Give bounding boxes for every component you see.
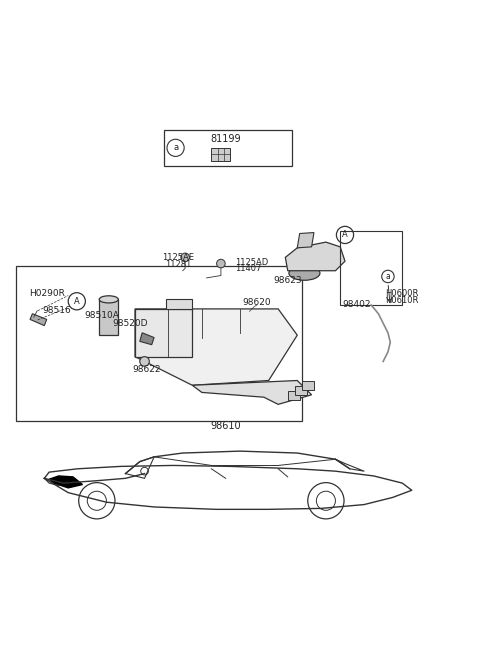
Circle shape [316, 491, 336, 510]
Ellipse shape [99, 296, 118, 303]
Text: a: a [173, 144, 178, 152]
Text: 98622: 98622 [132, 365, 161, 375]
Circle shape [141, 467, 148, 475]
Circle shape [382, 270, 394, 283]
Text: a: a [385, 272, 390, 281]
Bar [99, 299, 118, 335]
Polygon shape [49, 476, 83, 488]
Text: H0600R: H0600R [385, 289, 419, 298]
Ellipse shape [289, 266, 320, 280]
Polygon shape [297, 233, 314, 248]
Bar [288, 391, 300, 400]
Text: 81199: 81199 [210, 134, 241, 144]
Polygon shape [135, 309, 192, 357]
Text: A: A [74, 297, 80, 306]
Polygon shape [192, 380, 312, 404]
Circle shape [68, 293, 85, 310]
Polygon shape [285, 242, 345, 271]
Circle shape [87, 491, 107, 510]
Text: 98623: 98623 [274, 276, 302, 285]
Bar [166, 299, 192, 309]
Text: 98620: 98620 [242, 298, 271, 307]
Text: 1125AD: 1125AD [235, 258, 268, 266]
Bar [302, 381, 314, 390]
Circle shape [216, 259, 225, 268]
Bar [164, 130, 292, 166]
Circle shape [79, 483, 115, 519]
Circle shape [336, 226, 354, 243]
Circle shape [167, 139, 184, 156]
Bar [211, 148, 230, 161]
Text: 98520D: 98520D [112, 319, 148, 328]
Text: H0290R: H0290R [29, 289, 65, 298]
Text: 98516: 98516 [42, 306, 71, 315]
Text: 98402: 98402 [343, 300, 371, 308]
Text: 98610: 98610 [210, 421, 241, 431]
Text: 11407: 11407 [235, 264, 262, 274]
Text: 1125AE: 1125AE [162, 253, 194, 262]
Bar [340, 231, 402, 305]
Circle shape [140, 357, 149, 366]
Bar [16, 266, 302, 421]
Circle shape [181, 253, 190, 262]
Bar [295, 386, 307, 395]
Circle shape [308, 483, 344, 519]
Polygon shape [30, 314, 47, 325]
Text: 98510A: 98510A [84, 310, 119, 319]
Text: 11281: 11281 [165, 260, 191, 268]
Polygon shape [135, 309, 297, 385]
Text: A: A [342, 230, 348, 239]
Text: H0610R: H0610R [385, 296, 419, 305]
Polygon shape [140, 333, 154, 344]
